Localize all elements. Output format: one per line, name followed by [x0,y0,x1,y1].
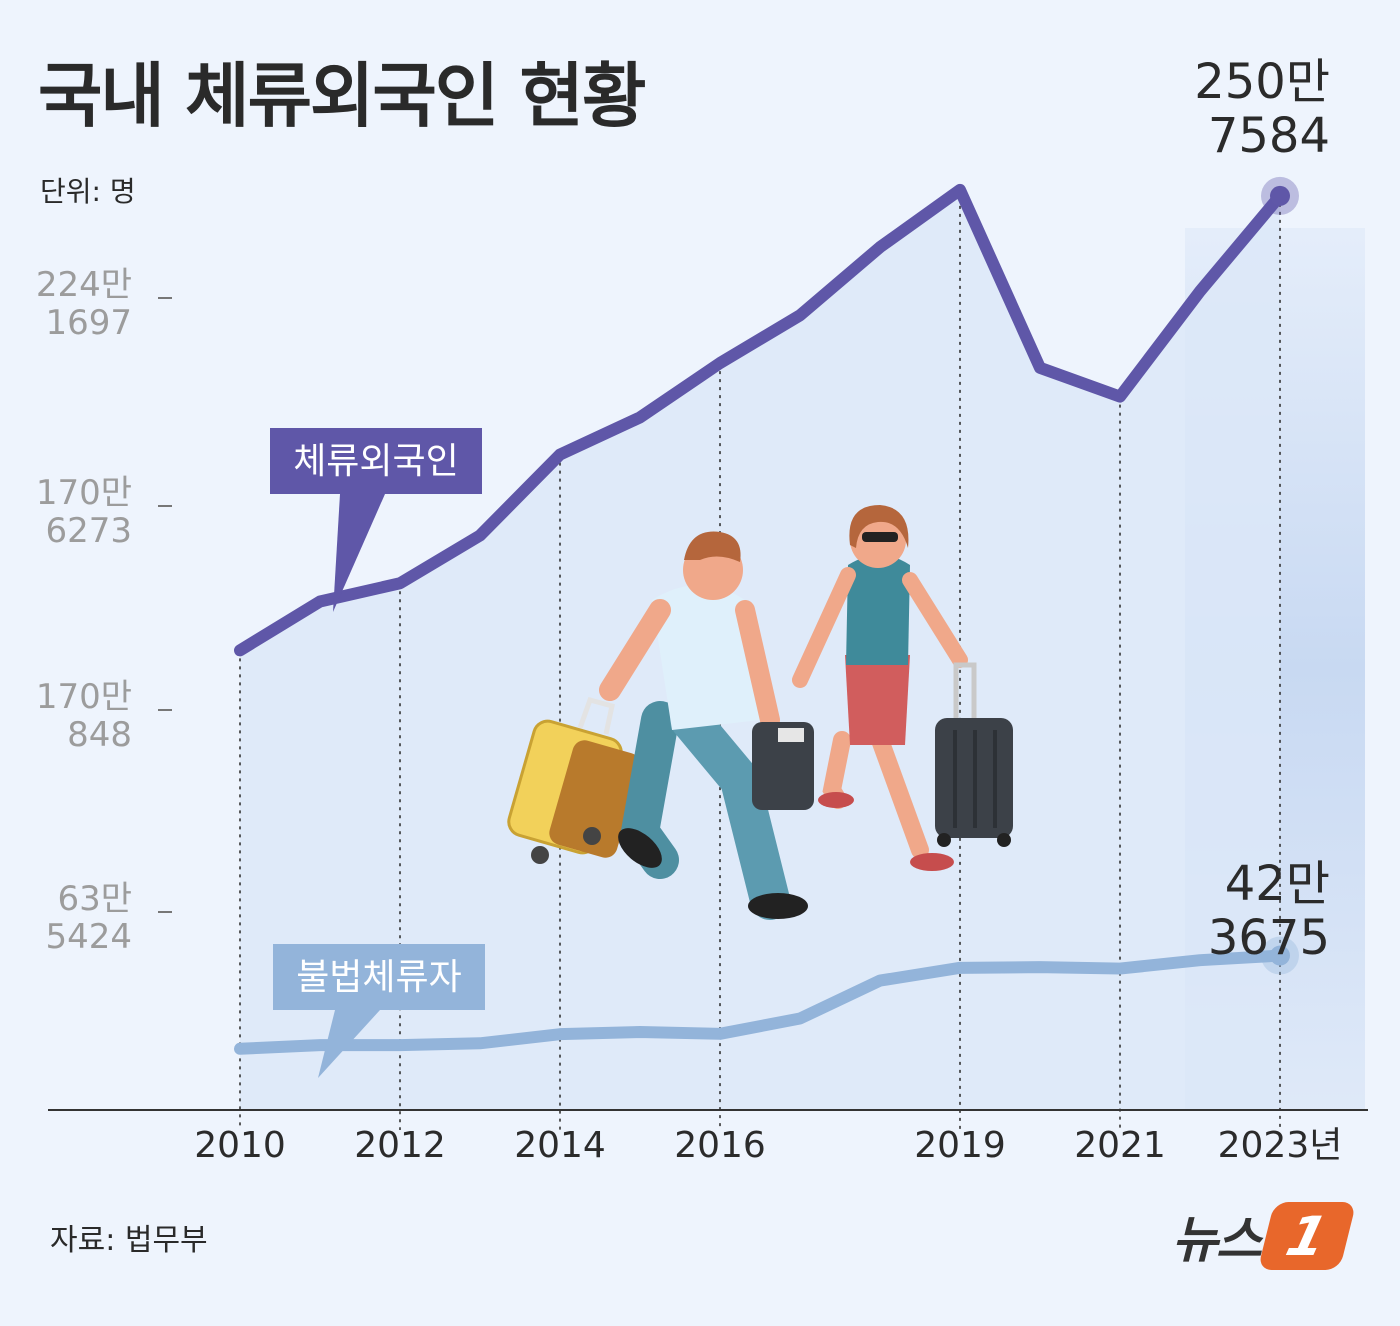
y-tick-label: 63만 [57,879,132,919]
y-tick-label: 6273 [45,511,132,551]
foreigners-line-end-dot [1270,185,1290,206]
page-title: 국내 체류외국인 현황 [38,55,646,137]
foreigners-line [234,183,1286,657]
x-tick-label: 2019 [914,1125,1006,1166]
y-tick-label: 170만 [36,677,132,717]
x-tick-label: 2016 [674,1125,766,1166]
illegal-end-label-line2: 3675 [1208,910,1330,966]
x-tick-label: 2023년 [1218,1125,1343,1166]
y-tick-label: 224만 [36,265,132,305]
y-tick-label: 5424 [45,917,132,957]
illegal-end-label-line1: 42만 [1225,856,1330,912]
y-tick-label: 848 [67,715,132,755]
travelers-illustration [507,505,1013,920]
logo-text: 뉴스 [1172,1211,1262,1269]
logo-badge: 1 [1257,1202,1357,1270]
y-tick-label: 170만 [36,473,132,513]
illegal-callout-label: 불법체류자 [296,957,462,998]
y-tick-label: 1697 [45,303,132,343]
illegal-line-end-dot [1270,945,1290,966]
illegal-line [234,949,1286,1055]
foreigners-end-label-line2: 7584 [1208,108,1330,164]
source-note: 자료: 법무부 [50,1223,208,1258]
foreigners-callout-box [270,428,482,494]
x-tick-label: 2010 [194,1125,286,1166]
illegal-callout-box [273,944,485,1010]
x-tick-label: 2014 [514,1125,606,1166]
x-tick-label: 2021 [1074,1125,1166,1166]
news1-logo: 뉴스 1 [1172,1200,1357,1272]
foreigners-end-label-line1: 250만 [1194,54,1330,110]
unit-label: 단위: 명 [40,175,136,208]
foreigners-callout-pointer [333,494,385,612]
illegal-callout-pointer [318,1010,380,1078]
woman-figure [792,505,1013,871]
x-tick-label: 2012 [354,1125,446,1166]
man-figure [507,531,814,920]
foreigners-callout-label: 체류외국인 [293,441,459,482]
